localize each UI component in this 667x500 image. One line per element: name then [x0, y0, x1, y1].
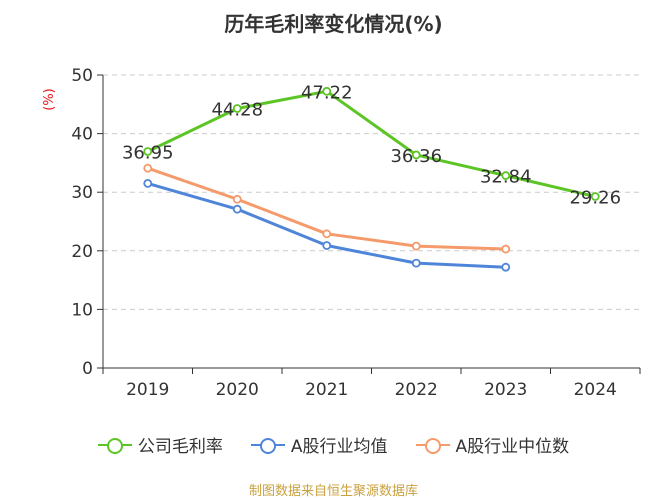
data-point [143, 147, 153, 156]
legend-item-industry-mean[interactable]: A股行业均值 [250, 432, 388, 457]
data-label: 36.36 [390, 146, 442, 167]
legend-label: 公司毛利率 [137, 437, 223, 457]
legend-label: A股行业中位数 [455, 437, 570, 457]
x-tick-label: 2023 [484, 380, 527, 400]
x-tick-label: 2022 [395, 380, 438, 400]
data-point [501, 262, 511, 272]
series-line [147, 89, 596, 198]
data-point [501, 171, 511, 180]
data-point [411, 241, 421, 251]
data-point [232, 204, 242, 214]
data-label: 47.22 [301, 82, 353, 103]
y-tick-label: 0 [82, 359, 93, 379]
data-point [501, 244, 511, 254]
x-tick-label: 2024 [574, 380, 617, 400]
legend-swatch-icon [415, 437, 450, 454]
y-tick-label: 40 [71, 125, 93, 145]
y-tick-label: 30 [71, 183, 93, 203]
series-line [147, 181, 506, 269]
data-label: 36.95 [122, 142, 174, 163]
data-point [322, 241, 332, 250]
chart-title: 历年毛利率变化情况(%) [224, 12, 443, 36]
data-label: 32.84 [480, 167, 532, 188]
legend-label: A股行业均值 [290, 437, 388, 457]
data-point [590, 192, 600, 201]
data-source-note: 制图数据来自恒生聚源数据库 [248, 484, 418, 499]
x-tick-label: 2021 [305, 380, 348, 400]
data-point [411, 150, 421, 160]
legend-swatch-icon [97, 437, 132, 454]
y-tick-label: 50 [71, 66, 93, 86]
x-tick-label: 2020 [216, 380, 259, 400]
x-tick-label: 2019 [126, 380, 169, 400]
data-point [322, 86, 332, 96]
data-point [143, 163, 153, 173]
data-label: 44.28 [211, 100, 263, 121]
y-tick-label: 20 [71, 242, 93, 262]
legend-swatch-icon [250, 437, 285, 454]
data-point [411, 258, 421, 268]
data-point [232, 194, 242, 204]
legend-item-company-margin[interactable]: 公司毛利率 [97, 432, 223, 457]
y-tick-label: 10 [71, 300, 93, 320]
data-point [322, 229, 332, 239]
data-point [232, 104, 242, 113]
legend: 公司毛利率 A股行业均值 A股行业中位数 [0, 432, 667, 457]
data-label: 29.26 [569, 188, 621, 209]
legend-item-industry-median[interactable]: A股行业中位数 [415, 432, 570, 457]
data-point [143, 179, 153, 188]
